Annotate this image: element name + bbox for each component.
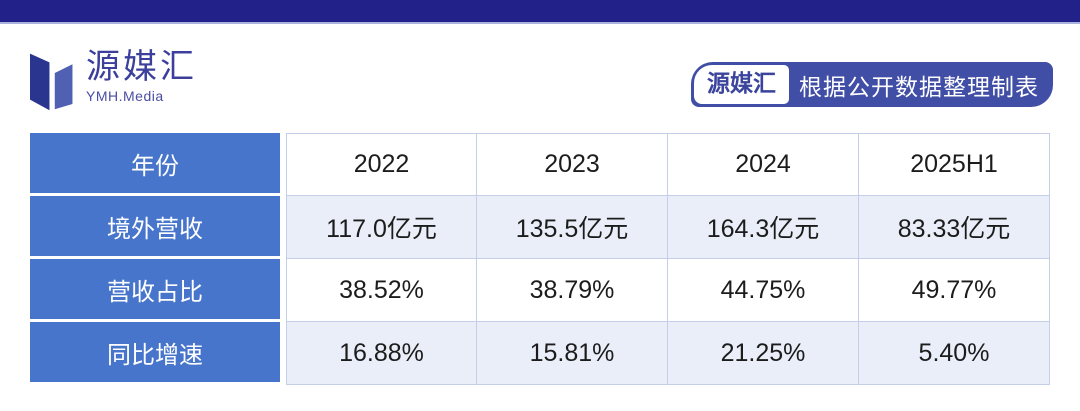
source-badge-note: 根据公开数据整理制表	[799, 73, 1039, 100]
row-label-cell: 同比增速	[30, 322, 286, 385]
table-cell: 49.77%	[859, 259, 1050, 322]
table-header-cell: 2025H1	[859, 133, 1050, 196]
table-cell: 21.25%	[668, 322, 859, 385]
row-label-cell: 境外营收	[30, 196, 286, 259]
table-header-cell: 2022	[286, 133, 477, 196]
table-header-cell: 2023	[477, 133, 668, 196]
source-badge: 源媒汇 根据公开数据整理制表	[691, 62, 1053, 107]
top-accent-bar	[0, 0, 1080, 24]
data-table: 年份 2022 2023 2024 2025H1 境外营收 117.0亿元 13…	[30, 133, 1050, 385]
table-cell: 38.52%	[286, 259, 477, 322]
table-cell: 135.5亿元	[477, 196, 668, 259]
table-cell: 44.75%	[668, 259, 859, 322]
brand-name: 源媒汇	[86, 48, 197, 86]
source-badge-brand-label: 源媒汇	[694, 65, 789, 104]
table-header-cell: 2024	[668, 133, 859, 196]
table-cell: 5.40%	[859, 322, 1050, 385]
row-label-cell: 营收占比	[30, 259, 286, 322]
table-cell: 16.88%	[286, 322, 477, 385]
brand-text-block: 源媒汇 YMH.Media	[86, 48, 197, 104]
brand-logo: 源媒汇 YMH.Media	[30, 48, 197, 112]
table-header-cell: 年份	[30, 133, 286, 196]
open-book-logo-icon	[30, 53, 73, 111]
table-cell: 15.81%	[477, 322, 668, 385]
table-cell: 164.3亿元	[668, 196, 859, 259]
table-cell: 38.79%	[477, 259, 668, 322]
brand-subtitle: YMH.Media	[86, 88, 164, 105]
table-cell: 117.0亿元	[286, 196, 477, 259]
table-cell: 83.33亿元	[859, 196, 1050, 259]
